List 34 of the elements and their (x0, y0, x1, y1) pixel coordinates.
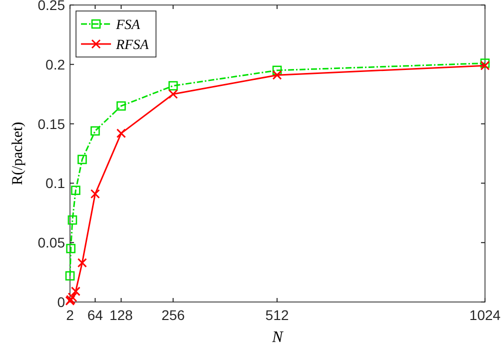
point (116, 128, 126, 138)
point (116, 101, 126, 111)
point (272, 70, 282, 80)
y-tick-label: 0.2 (46, 56, 66, 72)
point (90, 126, 100, 136)
x-tick-label: 128 (109, 307, 134, 323)
x-tick-label: 1024 (469, 307, 501, 323)
x-axis-title: N (271, 329, 284, 346)
point (65, 271, 75, 281)
y-tick-label: 0 (57, 294, 66, 310)
y-tick-label: 0.05 (38, 234, 66, 251)
x-tick-label: 2 (66, 307, 74, 323)
point (168, 81, 178, 90)
x-tick-label: 512 (265, 307, 289, 323)
x-tick-label: 64 (87, 307, 104, 323)
y-axis-title: R(/packet) (10, 122, 26, 186)
point (480, 60, 490, 70)
y-tick-label: 0.15 (38, 116, 66, 132)
point (480, 58, 490, 68)
x-tick-label: 256 (161, 307, 186, 323)
point (168, 89, 178, 99)
legend-label: FSA (115, 18, 141, 33)
point (77, 258, 87, 268)
point (90, 189, 100, 199)
y-tick-label: 0.1 (46, 175, 66, 192)
legend-label: RFSA (115, 38, 150, 53)
point (71, 186, 80, 195)
point (70, 286, 80, 296)
point (68, 292, 78, 302)
point (78, 154, 87, 164)
point (66, 244, 76, 254)
point (68, 215, 78, 225)
y-tick-label: 0.25 (38, 0, 66, 13)
point (272, 66, 282, 75)
